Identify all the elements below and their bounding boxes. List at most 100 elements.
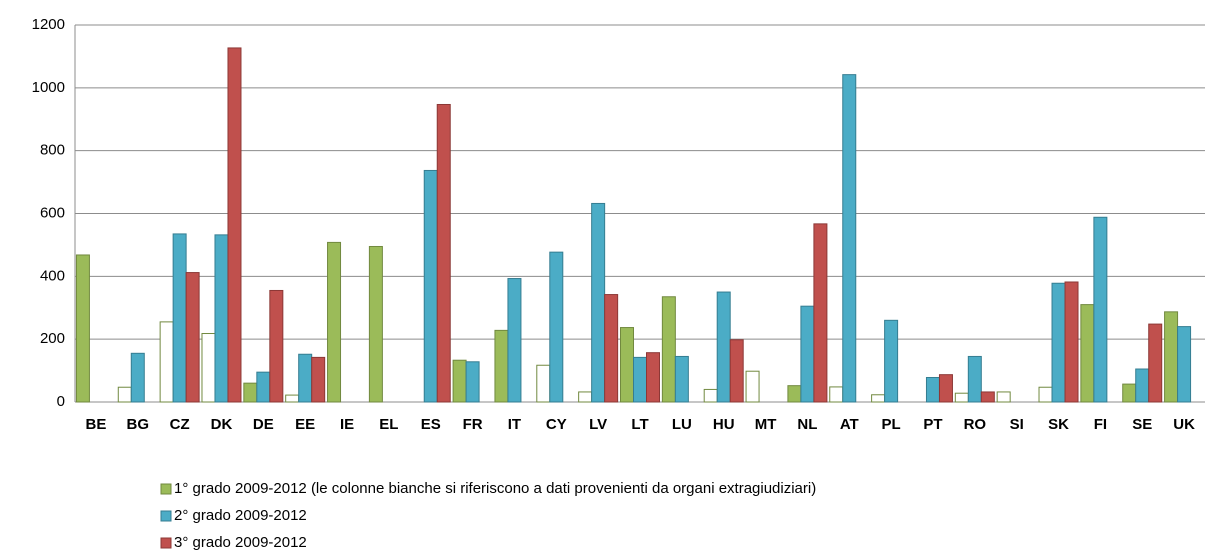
- bar: [1080, 304, 1095, 403]
- y-tick-label: 0: [57, 393, 65, 410]
- bar: [1122, 383, 1137, 403]
- y-tick-label: 1000: [32, 79, 65, 96]
- x-tick-label: FR: [463, 416, 483, 433]
- bar: [996, 391, 1011, 403]
- x-tick-label: UK: [1173, 416, 1195, 433]
- x-tick-label: PL: [882, 416, 901, 433]
- legend-swatch: [160, 510, 172, 522]
- bar: [980, 391, 995, 403]
- x-tick-label: DK: [211, 416, 233, 433]
- bar: [674, 355, 689, 403]
- bar: [871, 394, 886, 403]
- x-tick-label: EL: [379, 416, 398, 433]
- x-tick-label: ES: [421, 416, 441, 433]
- bar: [494, 329, 509, 403]
- bar: [1164, 311, 1179, 403]
- bar: [243, 382, 258, 403]
- x-tick-label: FI: [1094, 416, 1107, 433]
- bar: [591, 202, 606, 403]
- bar: [661, 296, 676, 403]
- x-tick-label: LV: [589, 416, 607, 433]
- bar: [423, 169, 438, 403]
- bar: [117, 386, 132, 403]
- bar: [1093, 216, 1108, 403]
- bar: [452, 359, 467, 403]
- bar: [967, 355, 982, 403]
- x-tick-label: NL: [797, 416, 817, 433]
- x-tick-label: IE: [340, 416, 354, 433]
- bar: [703, 388, 718, 403]
- x-tick-label: SK: [1048, 416, 1069, 433]
- y-tick-label: 600: [40, 204, 65, 221]
- bar: [1135, 368, 1150, 403]
- x-tick-label: PT: [923, 416, 942, 433]
- x-tick-label: HU: [713, 416, 735, 433]
- x-tick-label: BE: [86, 416, 107, 433]
- bar: [327, 241, 342, 403]
- bar: [716, 291, 731, 403]
- x-tick-label: RO: [964, 416, 987, 433]
- bar: [185, 272, 200, 403]
- bar: [368, 245, 383, 403]
- bar: [507, 278, 522, 403]
- bar: [842, 74, 857, 403]
- bar: [201, 333, 216, 403]
- bar: [536, 364, 551, 403]
- bar: [925, 376, 940, 403]
- bar: [633, 356, 647, 403]
- bar: [549, 251, 564, 403]
- x-tick-label: SI: [1010, 416, 1024, 433]
- bar: [285, 394, 300, 403]
- bar: [787, 385, 802, 403]
- bar: [938, 374, 953, 403]
- x-tick-label: EE: [295, 416, 315, 433]
- bar: [214, 234, 229, 403]
- y-tick-label: 200: [40, 330, 65, 347]
- x-tick-label: CZ: [170, 416, 190, 433]
- bar: [1177, 326, 1192, 403]
- bar: [829, 386, 844, 403]
- bar: [620, 327, 634, 403]
- bar: [954, 392, 969, 403]
- x-tick-label: SE: [1132, 416, 1152, 433]
- bar: [298, 353, 313, 403]
- bar: [172, 233, 187, 403]
- bar: [1038, 386, 1053, 403]
- bar: [130, 352, 145, 403]
- x-tick-label: MT: [755, 416, 777, 433]
- bar: [745, 370, 760, 403]
- y-tick-label: 400: [40, 267, 65, 284]
- bar: [1064, 281, 1079, 403]
- bar: [1051, 282, 1066, 403]
- bar: [159, 321, 174, 403]
- bar: [729, 339, 744, 403]
- bar: [813, 223, 828, 403]
- x-tick-label: IT: [508, 416, 521, 433]
- bar: [884, 319, 899, 403]
- x-tick-label: LU: [672, 416, 692, 433]
- bar: [269, 289, 284, 403]
- y-tick-label: 1200: [32, 16, 65, 33]
- x-tick-label: LT: [631, 416, 648, 433]
- bar: [311, 356, 326, 403]
- bar: [436, 103, 451, 403]
- y-tick-label: 800: [40, 142, 65, 159]
- bar: [800, 305, 815, 403]
- x-tick-label: AT: [840, 416, 859, 433]
- legend-label: 2° grado 2009-2012: [174, 507, 307, 524]
- x-tick-label: DE: [253, 416, 274, 433]
- bar: [256, 371, 271, 403]
- legend-swatch: [160, 483, 172, 495]
- x-tick-label: BG: [127, 416, 150, 433]
- legend-label: 3° grado 2009-2012: [174, 534, 307, 551]
- bar: [465, 361, 480, 403]
- legend-swatch: [160, 537, 172, 549]
- bar: [227, 47, 242, 403]
- bar: [578, 391, 593, 403]
- bar: [646, 352, 660, 403]
- bar: [604, 294, 619, 403]
- bar: [1148, 323, 1163, 403]
- bar: [75, 254, 90, 403]
- legend-label: 1° grado 2009-2012 (le colonne bianche s…: [174, 480, 816, 497]
